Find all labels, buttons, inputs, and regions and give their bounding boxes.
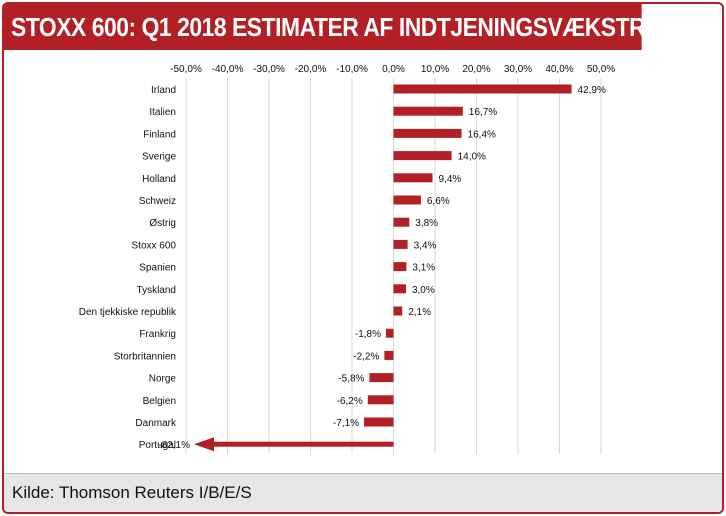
data-label: 3,8% <box>415 218 438 229</box>
data-label: 3,4% <box>414 240 437 251</box>
category-label: Irland <box>151 85 176 96</box>
category-label: Finland <box>143 129 176 140</box>
x-tick-label: 10,0% <box>421 64 449 75</box>
bar <box>393 84 572 94</box>
bar <box>393 284 406 294</box>
data-label: -2,2% <box>353 351 379 362</box>
data-label: 9,4% <box>439 174 462 185</box>
x-tick-label: 40,0% <box>545 64 573 75</box>
data-label: 16,7% <box>469 107 497 118</box>
bar <box>393 106 463 116</box>
x-tick-label: -10,0% <box>336 64 368 75</box>
bar <box>384 350 394 360</box>
data-label: -82,1% <box>158 440 190 451</box>
bar <box>393 151 452 161</box>
bar <box>393 239 408 249</box>
data-label: -5,8% <box>338 374 364 385</box>
category-label: Tyskland <box>137 285 176 296</box>
x-tick-label: 20,0% <box>462 64 490 75</box>
category-label: Sverige <box>142 152 176 163</box>
bar <box>369 373 394 383</box>
bar-chart: -50,0% -40,0% -30,0% -20,0% -10,0% 0,0% 10,0% 2… <box>79 64 615 454</box>
category-label: Belgien <box>143 396 176 407</box>
source-note: Kilde: Thomson Reuters I/B/E/S <box>4 473 722 512</box>
category-label: Østrig <box>149 218 176 229</box>
data-label: 6,6% <box>427 196 450 207</box>
data-label: 3,0% <box>412 285 435 296</box>
bar <box>393 173 433 183</box>
category-label: Holland <box>142 174 176 185</box>
bar <box>386 328 394 338</box>
x-tick-label: -30,0% <box>253 64 285 75</box>
x-tick-label: 0,0% <box>382 64 405 75</box>
bar <box>367 395 394 405</box>
x-tick-label: -40,0% <box>212 64 244 75</box>
bar <box>393 262 407 272</box>
data-label: 2,1% <box>408 307 431 318</box>
category-label: Portugal <box>139 440 176 451</box>
data-label: 14,0% <box>458 152 486 163</box>
x-tick-label: 30,0% <box>504 64 532 75</box>
category-label: Storbritannien <box>114 351 176 362</box>
category-label: Danmark <box>135 418 177 429</box>
category-label: Den tjekkiske republik <box>79 307 177 318</box>
chart-title: STOXX 600: Q1 2018 ESTIMATER AF INDTJENI… <box>4 4 704 50</box>
bar <box>393 217 410 227</box>
category-label: Frankrig <box>139 329 176 340</box>
bar <box>364 417 394 427</box>
bar <box>393 128 462 138</box>
category-label: Italien <box>149 107 176 118</box>
x-tick-label: -20,0% <box>295 64 327 75</box>
data-label: -7,1% <box>333 418 359 429</box>
data-label: -1,8% <box>355 329 381 340</box>
data-label: -6,2% <box>337 396 363 407</box>
category-label: Spanien <box>139 263 176 274</box>
category-label: Schweiz <box>139 196 176 207</box>
category-label: Norge <box>149 374 177 385</box>
bar-arrowhead <box>194 437 214 452</box>
data-label: 3,1% <box>412 263 435 274</box>
bar <box>393 306 403 316</box>
bar <box>393 195 421 205</box>
category-label: Stoxx 600 <box>132 240 177 251</box>
x-tick-label: -50,0% <box>170 64 202 75</box>
data-label: 42,9% <box>578 85 606 96</box>
x-tick-label: 50,0% <box>587 64 615 75</box>
data-label: 16,4% <box>468 129 496 140</box>
bar <box>212 441 394 447</box>
